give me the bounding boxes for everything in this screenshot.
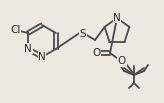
Text: O: O bbox=[118, 56, 126, 66]
Text: Cl: Cl bbox=[10, 25, 21, 35]
Text: N: N bbox=[38, 52, 46, 61]
Text: N: N bbox=[24, 43, 32, 53]
Text: S: S bbox=[80, 29, 86, 39]
Text: O: O bbox=[92, 48, 101, 58]
Text: N: N bbox=[113, 12, 121, 22]
